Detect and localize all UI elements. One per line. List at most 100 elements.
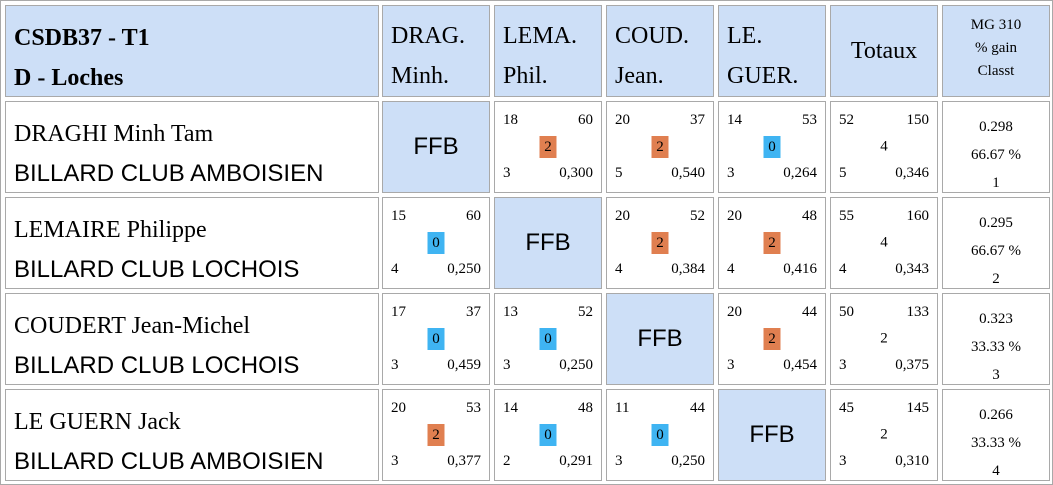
best-run: 3 — [727, 357, 735, 373]
table-title-cell: CSDB37 - T1 D - Loches — [5, 5, 379, 97]
mg-header: MG 310 % gain Classt — [942, 5, 1050, 97]
totals-cell: 55 160 4 4 0,343 — [830, 197, 938, 289]
best-run: 5 — [615, 165, 623, 181]
points-scored: 20 — [391, 400, 406, 416]
totals-cell: 52 150 4 5 0,346 — [830, 101, 938, 193]
club-name: BILLARD CLUB LOCHOIS — [14, 352, 300, 379]
total-innings: 133 — [906, 304, 930, 320]
total-match-points: 4 — [880, 234, 888, 251]
total-average: 0,343 — [895, 261, 929, 277]
ranking: 1 — [992, 175, 1000, 191]
match-cell: 15 60 0 4 0,250 — [382, 197, 490, 289]
match-points-badge: 0 — [651, 424, 669, 446]
match-points-badge: 2 — [427, 424, 445, 446]
best-run: 3 — [391, 357, 399, 373]
match-points-badge: 0 — [539, 424, 557, 446]
general-average: 0.298 — [979, 119, 1013, 135]
total-average: 0,375 — [895, 357, 929, 373]
match-cell: 20 53 2 3 0,377 — [382, 389, 490, 481]
competition-title: CSDB37 - T1 — [14, 25, 150, 51]
innings: 60 — [578, 112, 593, 128]
total-innings: 160 — [906, 208, 930, 224]
win-percentage: 66.67 % — [971, 243, 1021, 259]
ranking: 4 — [992, 463, 1000, 479]
match-points-badge: 2 — [651, 232, 669, 254]
match-cell: 20 44 2 3 0,454 — [718, 293, 826, 385]
general-average: 0.323 — [979, 311, 1013, 327]
best-run: 3 — [503, 357, 511, 373]
average: 0,250 — [559, 357, 593, 373]
total-innings: 145 — [906, 400, 930, 416]
player-cell: LE GUERN Jack BILLARD CLUB AMBOISIEN — [5, 389, 379, 481]
match-points-badge: 0 — [427, 232, 445, 254]
best-run: 4 — [615, 261, 623, 277]
win-percentage: 33.33 % — [971, 339, 1021, 355]
column-header: COUD. Jean. — [606, 5, 714, 97]
average: 0,459 — [447, 357, 481, 373]
player-name: LEMAIRE Philippe — [14, 217, 207, 243]
totals-header: Totaux — [830, 5, 938, 97]
match-points-badge: 0 — [427, 328, 445, 350]
average: 0,291 — [559, 453, 593, 469]
match-points-badge: 2 — [763, 232, 781, 254]
ffb-cell: FFB — [382, 101, 490, 193]
ffb-cell: FFB — [606, 293, 714, 385]
match-cell: 13 52 0 3 0,250 — [494, 293, 602, 385]
innings: 52 — [690, 208, 705, 224]
best-run: 4 — [727, 261, 735, 277]
innings: 37 — [466, 304, 481, 320]
club-name: BILLARD CLUB AMBOISIEN — [14, 448, 324, 475]
win-percentage: 33.33 % — [971, 435, 1021, 451]
match-cell: 14 48 0 2 0,291 — [494, 389, 602, 481]
match-points-badge: 0 — [763, 136, 781, 158]
win-percentage: 66.67 % — [971, 147, 1021, 163]
player-cell: LEMAIRE Philippe BILLARD CLUB LOCHOIS — [5, 197, 379, 289]
points-scored: 20 — [615, 112, 630, 128]
total-match-points: 2 — [880, 330, 888, 347]
total-match-points: 4 — [880, 138, 888, 155]
mg-cell: 0.323 33.33 % 3 — [942, 293, 1050, 385]
points-scored: 17 — [391, 304, 406, 320]
player-cell: COUDERT Jean-Michel BILLARD CLUB LOCHOIS — [5, 293, 379, 385]
total-match-points: 2 — [880, 426, 888, 443]
ranking: 3 — [992, 367, 1000, 383]
innings: 44 — [690, 400, 705, 416]
column-header: LE. GUER. — [718, 5, 826, 97]
player-name: COUDERT Jean-Michel — [14, 313, 251, 339]
points-scored: 11 — [615, 400, 630, 416]
innings: 52 — [578, 304, 593, 320]
best-run: 3 — [615, 453, 623, 469]
match-points-badge: 2 — [763, 328, 781, 350]
general-average: 0.266 — [979, 407, 1013, 423]
match-cell: 20 48 2 4 0,416 — [718, 197, 826, 289]
best-run: 3 — [727, 165, 735, 181]
average: 0,454 — [783, 357, 817, 373]
innings: 48 — [802, 208, 817, 224]
average: 0,416 — [783, 261, 817, 277]
totals-cell: 50 133 2 3 0,375 — [830, 293, 938, 385]
innings: 44 — [802, 304, 817, 320]
best-run: 3 — [839, 357, 847, 373]
points-scored: 20 — [727, 208, 742, 224]
column-header: DRAG. Minh. — [382, 5, 490, 97]
points-scored: 18 — [503, 112, 518, 128]
match-cell: 17 37 0 3 0,459 — [382, 293, 490, 385]
points-scored: 14 — [503, 400, 518, 416]
average: 0,264 — [783, 165, 817, 181]
general-average: 0.295 — [979, 215, 1013, 231]
total-points-scored: 55 — [839, 208, 854, 224]
average: 0,250 — [447, 261, 481, 277]
average: 0,250 — [671, 453, 705, 469]
points-scored: 13 — [503, 304, 518, 320]
best-run: 3 — [503, 165, 511, 181]
average: 0,377 — [447, 453, 481, 469]
club-name: BILLARD CLUB LOCHOIS — [14, 256, 300, 283]
points-scored: 20 — [615, 208, 630, 224]
best-run: 2 — [503, 453, 511, 469]
total-innings: 150 — [906, 112, 930, 128]
column-header: LEMA. Phil. — [494, 5, 602, 97]
player-name: DRAGHI Minh Tam — [14, 121, 214, 147]
match-cell: 18 60 2 3 0,300 — [494, 101, 602, 193]
ffb-cell: FFB — [494, 197, 602, 289]
